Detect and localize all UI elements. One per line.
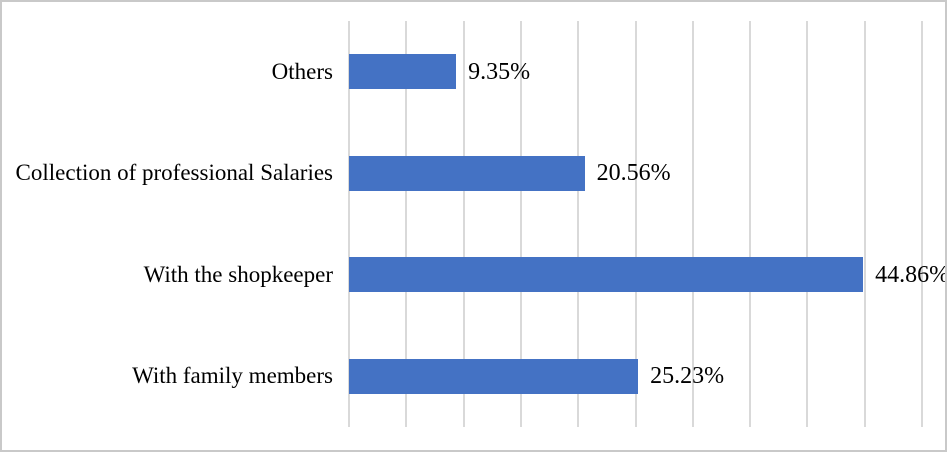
value-label: 25.23%	[650, 363, 725, 390]
value-label: 20.56%	[596, 160, 671, 187]
gridline	[749, 21, 752, 427]
gridline	[519, 21, 522, 427]
gridline	[405, 21, 408, 427]
gridline	[921, 21, 923, 427]
gridline	[863, 21, 866, 427]
gridline	[806, 21, 809, 427]
gridline	[462, 21, 465, 427]
value-label: 44.86%	[875, 261, 947, 288]
gridline	[577, 21, 580, 427]
category-label: Others	[271, 58, 333, 84]
gridline	[691, 21, 694, 427]
bar	[349, 155, 585, 191]
bar	[349, 54, 457, 90]
category-label: With the shopkeeper	[143, 261, 333, 287]
category-label: With family members	[132, 363, 333, 389]
value-label: 9.35%	[468, 58, 531, 85]
gridline	[348, 21, 350, 427]
category-label: Collection of professional Salaries	[15, 160, 333, 186]
gridline	[634, 21, 637, 427]
bar	[349, 257, 864, 293]
bar	[349, 358, 639, 394]
